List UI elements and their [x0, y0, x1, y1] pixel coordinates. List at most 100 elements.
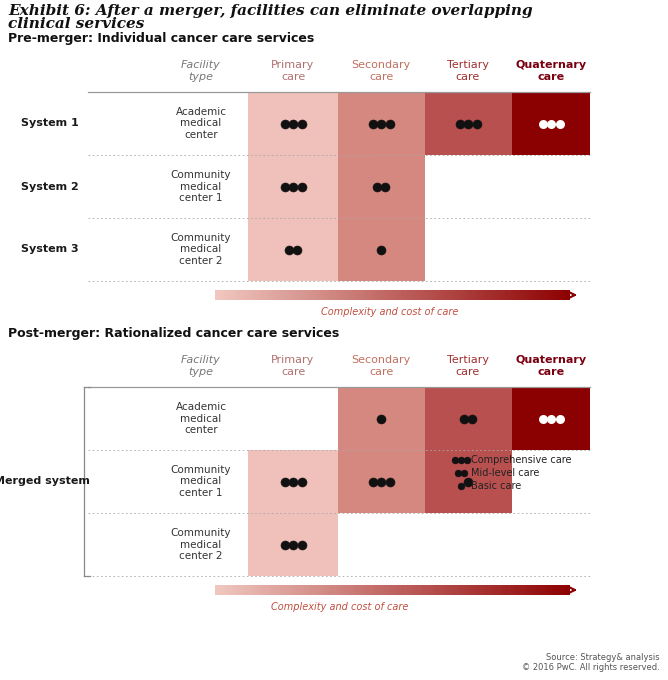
Bar [257, 290, 259, 300]
Bar [372, 290, 375, 300]
Bar [493, 290, 496, 300]
Bar [398, 290, 401, 300]
Bar [440, 290, 443, 300]
Bar [460, 585, 464, 595]
Bar [437, 585, 440, 595]
Bar [253, 290, 257, 300]
Bar [534, 585, 538, 595]
Bar [301, 585, 304, 595]
Bar [265, 290, 269, 300]
Bar [327, 585, 331, 595]
Bar [540, 585, 543, 595]
Bar [552, 585, 555, 595]
Bar [425, 387, 512, 450]
Bar [543, 585, 546, 595]
Bar [331, 290, 333, 300]
Bar [339, 585, 342, 595]
Bar [466, 290, 470, 300]
Bar [434, 290, 437, 300]
Bar [413, 290, 416, 300]
Bar [452, 585, 455, 595]
Text: Facility
type: Facility type [181, 61, 221, 82]
Bar [387, 585, 389, 595]
Bar [304, 290, 307, 300]
Text: Community
medical
center 1: Community medical center 1 [171, 170, 231, 203]
Bar [339, 290, 342, 300]
Bar [277, 290, 280, 300]
Bar [502, 290, 505, 300]
Bar [487, 290, 490, 300]
Bar [449, 585, 452, 595]
Bar [277, 585, 280, 595]
Bar [481, 585, 484, 595]
Bar [452, 290, 455, 300]
Bar [464, 585, 466, 595]
Bar [517, 585, 520, 595]
Bar [298, 585, 301, 595]
Bar [407, 290, 410, 300]
Bar [271, 290, 274, 300]
Bar [248, 290, 250, 300]
Bar [351, 290, 354, 300]
Bar [502, 585, 505, 595]
Bar [307, 290, 310, 300]
Bar [218, 290, 221, 300]
Bar [419, 290, 422, 300]
Bar [321, 290, 325, 300]
Bar [348, 290, 351, 300]
Bar [484, 290, 487, 300]
Bar [253, 585, 257, 595]
Bar [549, 585, 552, 595]
Bar [393, 585, 395, 595]
Text: Source: Strategy& analysis
© 2016 PwC. All rights reserved.: Source: Strategy& analysis © 2016 PwC. A… [522, 653, 660, 672]
Bar [383, 290, 387, 300]
Bar [221, 585, 224, 595]
Bar [540, 290, 543, 300]
Bar [338, 387, 425, 450]
Bar [283, 290, 286, 300]
Text: Complexity and cost of care: Complexity and cost of care [321, 307, 459, 317]
Text: Mid-level care: Mid-level care [471, 468, 539, 478]
Bar [437, 290, 440, 300]
Text: Primary
care: Primary care [271, 355, 315, 377]
Text: System 3: System 3 [21, 245, 79, 254]
Text: clinical services: clinical services [8, 17, 144, 31]
Bar [455, 585, 458, 595]
Bar [230, 290, 232, 300]
Bar [496, 585, 499, 595]
Bar [333, 585, 336, 595]
Bar [458, 290, 460, 300]
Bar [543, 290, 546, 300]
Bar [413, 585, 416, 595]
Bar [345, 290, 348, 300]
Bar [295, 585, 298, 595]
Bar [250, 290, 253, 300]
Bar [407, 585, 410, 595]
Bar [232, 585, 236, 595]
Bar [512, 387, 590, 450]
Bar [493, 585, 496, 595]
Text: Academic
medical
center: Academic medical center [176, 402, 226, 435]
Bar [319, 585, 321, 595]
Bar [538, 585, 540, 595]
Bar [517, 290, 520, 300]
Bar [538, 290, 540, 300]
Bar [446, 585, 449, 595]
Bar [446, 290, 449, 300]
Bar [289, 585, 292, 595]
Bar [238, 585, 242, 595]
Bar [271, 585, 274, 595]
Bar [286, 290, 289, 300]
Bar [499, 585, 502, 595]
Bar [321, 585, 325, 595]
Bar [395, 585, 398, 595]
Bar [310, 585, 313, 595]
Bar [286, 585, 289, 595]
Bar [248, 92, 338, 155]
Bar [381, 290, 383, 300]
Bar [393, 290, 395, 300]
Bar [354, 290, 357, 300]
Bar [263, 290, 265, 300]
Bar [431, 585, 434, 595]
Bar [472, 585, 476, 595]
